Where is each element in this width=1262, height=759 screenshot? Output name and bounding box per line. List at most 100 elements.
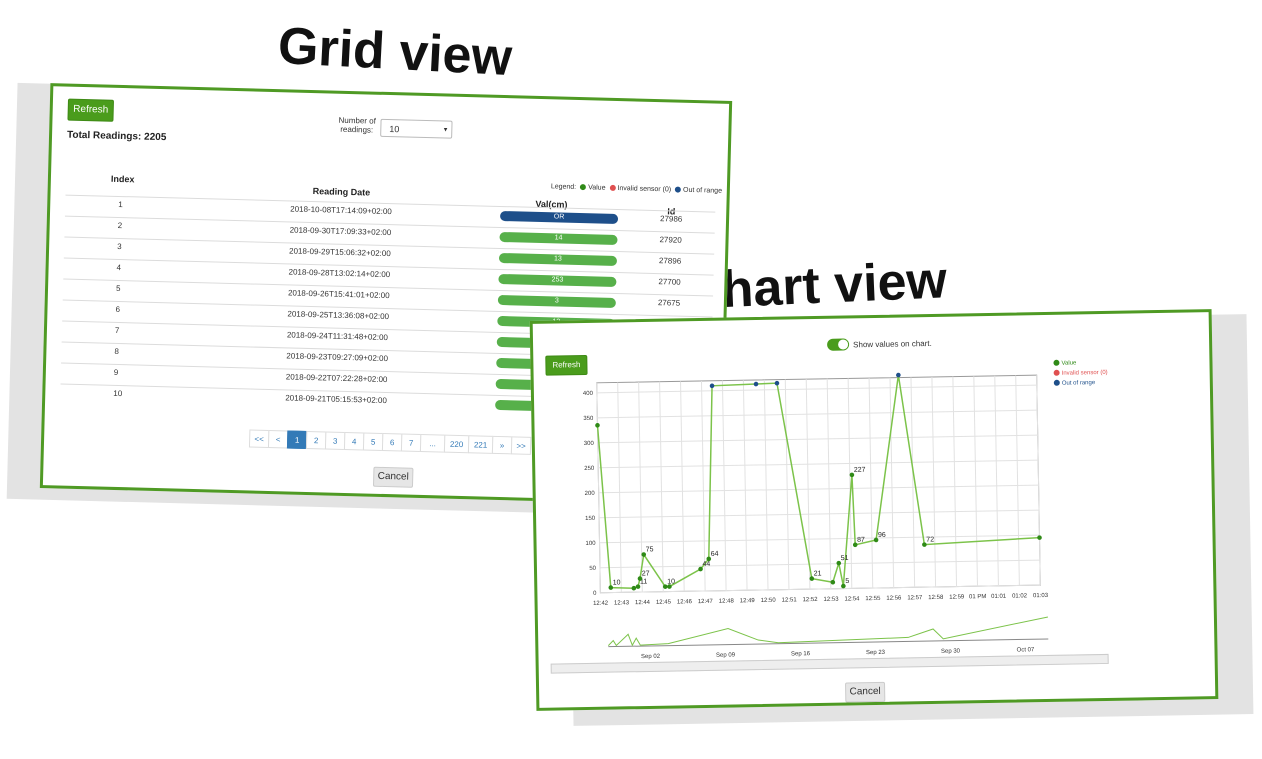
page-link-12[interactable]: »	[491, 435, 513, 455]
value-pill: OR	[499, 210, 619, 225]
y-tick-label: 50	[589, 566, 596, 572]
x-tick-label: 12:56	[886, 596, 902, 602]
row-id: 27896	[658, 256, 682, 266]
navigator-tick-label: Sep 02	[641, 654, 661, 660]
data-point	[836, 560, 842, 566]
page-link-6[interactable]: 5	[362, 432, 384, 451]
x-tick-label: 12:48	[719, 598, 735, 604]
row-reading-date: 2018-09-29T15:06:32+02:00	[288, 246, 391, 259]
grid-refresh-button[interactable]: Refresh	[67, 98, 115, 122]
x-tick-label: 01:02	[1012, 593, 1028, 599]
grid-cancel-button[interactable]: Cancel	[372, 466, 414, 488]
range-dot-icon	[1053, 380, 1060, 387]
readings-select[interactable]: 10 ▾	[380, 118, 453, 139]
navigator-axis	[608, 638, 1049, 648]
page-link-7[interactable]: 6	[381, 432, 403, 452]
row-index: 4	[116, 262, 122, 273]
y-grid-line	[598, 484, 1039, 494]
x-tick-label: 12:52	[803, 597, 819, 603]
data-point	[873, 537, 879, 543]
page-link-13[interactable]: >>	[510, 436, 532, 455]
chart-legend-value-label: Value	[1061, 360, 1077, 367]
row-reading-date: 2018-09-22T07:22:28+02:00	[285, 372, 388, 385]
legend: Legend: Value Invalid sensor (0) Out of …	[551, 183, 722, 194]
row-index: 6	[115, 304, 121, 315]
value-dot-icon	[1053, 360, 1060, 367]
y-tick-label: 0	[593, 591, 597, 597]
row-reading-date: 2018-09-28T13:02:14+02:00	[288, 267, 391, 280]
data-label: 75	[646, 546, 654, 553]
legend-range: Out of range	[683, 186, 723, 195]
x-tick-label: 12:43	[614, 600, 630, 606]
pagination: << <1 2 3 4 5 6 7... 220 221» >>	[53, 86, 729, 455]
data-point	[595, 423, 600, 428]
y-grid-line	[597, 409, 1038, 419]
data-point	[637, 576, 643, 581]
page-link-4[interactable]: 3	[324, 431, 346, 450]
data-label: 11	[640, 578, 647, 585]
y-grid-line	[599, 534, 1040, 544]
y-grid-line	[599, 559, 1040, 569]
page-link-2[interactable]: 1	[286, 430, 308, 449]
page-link-10[interactable]: 220	[443, 434, 470, 454]
y-tick-label: 150	[585, 516, 596, 522]
y-tick-label: 350	[583, 416, 594, 422]
value-dot-icon	[580, 184, 587, 191]
row-index: 8	[114, 346, 119, 357]
y-tick-label: 200	[585, 491, 596, 497]
data-point	[662, 584, 668, 589]
page-link-0[interactable]: <<	[248, 429, 270, 448]
row-index: 2	[117, 220, 123, 231]
row-index: 3	[117, 241, 122, 252]
data-point	[706, 556, 712, 562]
chart-legend: Value Invalid sensor (0) Out of range	[1053, 358, 1108, 389]
page-link-5[interactable]: 4	[343, 431, 365, 451]
data-point	[709, 383, 715, 389]
page-link-1[interactable]: <	[267, 429, 289, 449]
page-link-3[interactable]: 2	[305, 430, 327, 450]
line-chart[interactable]: 12:42 12:43 12:44 12:45 12:46 12:47 12:48 12:49…	[579, 364, 1103, 623]
y-tick-label: 400	[583, 391, 594, 397]
value-pill: 3	[497, 294, 616, 309]
chart-legend-invalid: Invalid sensor (0)	[1053, 368, 1108, 379]
data-point	[635, 584, 641, 589]
toggle-label: Show values on chart.	[853, 338, 932, 350]
row-id: 27700	[658, 277, 681, 287]
x-tick-label: 12:51	[782, 597, 798, 603]
y-grid-line	[596, 384, 1037, 394]
page-link-8[interactable]: 7	[400, 433, 422, 452]
x-tick-label: 12:47	[698, 599, 714, 605]
range-dot-icon	[675, 186, 682, 193]
data-point	[774, 380, 780, 386]
page-link-9[interactable]: ...	[419, 433, 446, 453]
page-link-11[interactable]: 221	[467, 435, 494, 454]
x-tick-label: 12:46	[677, 599, 693, 605]
row-reading-date: 2018-09-26T15:41:01+02:00	[287, 288, 390, 301]
x-tick-label: 12:44	[635, 600, 651, 606]
invalid-dot-icon	[609, 184, 616, 192]
y-tick-label: 100	[585, 541, 596, 547]
navigator-chart[interactable]: Sep 02 Sep 09 Sep 16 Sep 23 Sep 30 Oct 07	[607, 615, 1059, 665]
data-point	[631, 585, 637, 591]
row-id: 27986	[659, 214, 683, 224]
x-tick-label: 12:59	[949, 594, 965, 600]
show-values-toggle[interactable]	[827, 338, 850, 351]
data-point	[896, 372, 901, 378]
data-point	[849, 472, 855, 478]
value-pill: 13	[498, 252, 618, 267]
data-point	[841, 583, 846, 589]
data-point	[667, 584, 672, 589]
x-tick-label: 12:42	[593, 601, 609, 607]
row-id: 27675	[657, 298, 681, 308]
data-label: 51	[841, 555, 849, 562]
y-grid-line	[599, 509, 1040, 519]
readings-select-value: 10	[389, 124, 400, 135]
row-reading-date: 2018-09-21T05:15:53+02:00	[285, 393, 387, 406]
x-tick-label: 01:01	[991, 594, 1007, 600]
x-tick-label: 12:50	[761, 598, 777, 604]
chart-legend-range-label: Out of range	[1061, 380, 1096, 387]
row-index: 7	[114, 325, 120, 336]
navigator-tick-label: Sep 23	[866, 650, 886, 656]
data-point	[809, 576, 815, 581]
chart-cancel-button[interactable]: Cancel	[845, 681, 886, 703]
